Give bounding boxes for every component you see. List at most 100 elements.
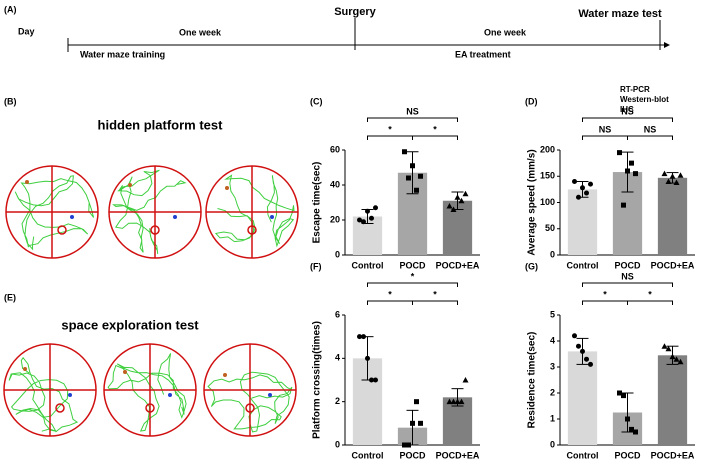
data-point — [677, 358, 684, 365]
data-point — [454, 398, 461, 405]
end-dot — [68, 393, 72, 397]
y-tick-label: 2 — [550, 387, 555, 397]
start-dot — [25, 180, 29, 184]
panel-label: (G) — [525, 261, 538, 271]
data-point — [361, 334, 366, 340]
day-label: Day — [18, 26, 35, 36]
data-point — [580, 185, 585, 191]
start-dot — [123, 370, 127, 374]
end-dot — [168, 393, 172, 397]
x-tick-label: POCD — [614, 450, 641, 460]
data-point — [369, 377, 374, 383]
test-label: Water maze test — [578, 8, 662, 20]
start-dot — [23, 367, 27, 371]
significance-bracket — [412, 135, 458, 140]
data-point — [629, 160, 634, 166]
y-tick-label: 150 — [540, 171, 555, 181]
assay-label: RT-PCR — [620, 85, 650, 94]
significance-label: * — [433, 124, 437, 134]
y-tick-label: 100 — [540, 197, 555, 207]
data-point — [633, 171, 638, 177]
x-tick-label: POCD+EA — [651, 260, 695, 270]
x-tick-label: Control — [567, 450, 599, 460]
data-point — [414, 399, 419, 405]
platform — [57, 225, 67, 235]
end-dot — [70, 215, 74, 219]
panel-label: (C) — [310, 96, 323, 106]
end-dot — [173, 215, 177, 219]
data-point — [406, 442, 411, 448]
significance-label: * — [388, 289, 392, 299]
data-point — [454, 194, 461, 200]
data-point — [665, 345, 672, 352]
panel-label: (E) — [4, 292, 16, 302]
y-axis-label: Average speed (mm/s) — [527, 149, 538, 255]
y-tick-label: 4 — [335, 353, 340, 363]
significance-label: * — [388, 124, 392, 134]
significance-bracket — [367, 117, 458, 122]
significance-bracket — [627, 300, 673, 305]
data-point — [450, 206, 457, 212]
data-point — [361, 219, 366, 225]
bar — [657, 355, 688, 445]
data-point — [414, 187, 419, 193]
significance-bracket — [582, 300, 628, 305]
y-tick-label: 0 — [550, 439, 555, 449]
data-point — [584, 356, 589, 362]
end-dot — [270, 215, 274, 219]
significance-label: * — [411, 271, 415, 281]
data-point — [373, 377, 378, 383]
y-axis-label: Escape time(sec) — [312, 162, 323, 244]
y-tick-label: 2 — [335, 396, 340, 406]
y-tick-label: 40 — [330, 179, 340, 189]
data-point — [625, 416, 630, 422]
y-tick-label: 200 — [540, 144, 555, 154]
x-tick-label: POCD+EA — [651, 450, 695, 460]
end-dot — [268, 393, 272, 397]
data-point — [369, 215, 374, 221]
x-tick-label: POCD — [399, 450, 426, 460]
y-tick-label: 4 — [550, 335, 555, 345]
data-point — [373, 205, 378, 211]
data-point — [576, 194, 581, 200]
platform — [145, 403, 155, 413]
swim-path — [14, 175, 95, 251]
data-point — [458, 197, 465, 204]
panel-label: (B) — [4, 96, 17, 106]
significance-label: NS — [644, 124, 657, 134]
swim-path — [207, 371, 293, 433]
data-point — [418, 173, 423, 179]
week-label: One week — [484, 27, 527, 37]
significance-bracket — [582, 117, 673, 122]
y-tick-label: 6 — [335, 309, 340, 319]
significance-label: NS — [406, 106, 419, 116]
data-point — [462, 190, 469, 197]
data-point — [580, 348, 585, 354]
data-point — [406, 175, 411, 181]
data-point — [629, 426, 634, 432]
data-point — [661, 343, 668, 349]
data-point — [669, 173, 676, 179]
data-point — [572, 333, 577, 339]
data-point — [677, 172, 684, 178]
start-dot — [128, 183, 132, 187]
data-point — [402, 442, 407, 448]
y-tick-label: 3 — [550, 361, 555, 371]
significance-label: * — [433, 289, 437, 299]
maze-title: space exploration test — [61, 317, 199, 332]
bar — [567, 351, 598, 445]
panel-label: (D) — [525, 96, 538, 106]
data-point — [633, 429, 638, 435]
significance-bracket — [412, 300, 458, 305]
platform — [247, 225, 257, 235]
panel-label: (F) — [310, 261, 322, 271]
x-tick-label: POCD+EA — [436, 260, 480, 270]
significance-bracket — [367, 135, 413, 140]
bar — [657, 177, 688, 255]
y-tick-label: 60 — [330, 144, 340, 154]
surgery-label: Surgery — [334, 6, 376, 18]
significance-bracket — [582, 135, 628, 140]
data-point — [357, 217, 362, 223]
significance-label: * — [648, 289, 652, 299]
